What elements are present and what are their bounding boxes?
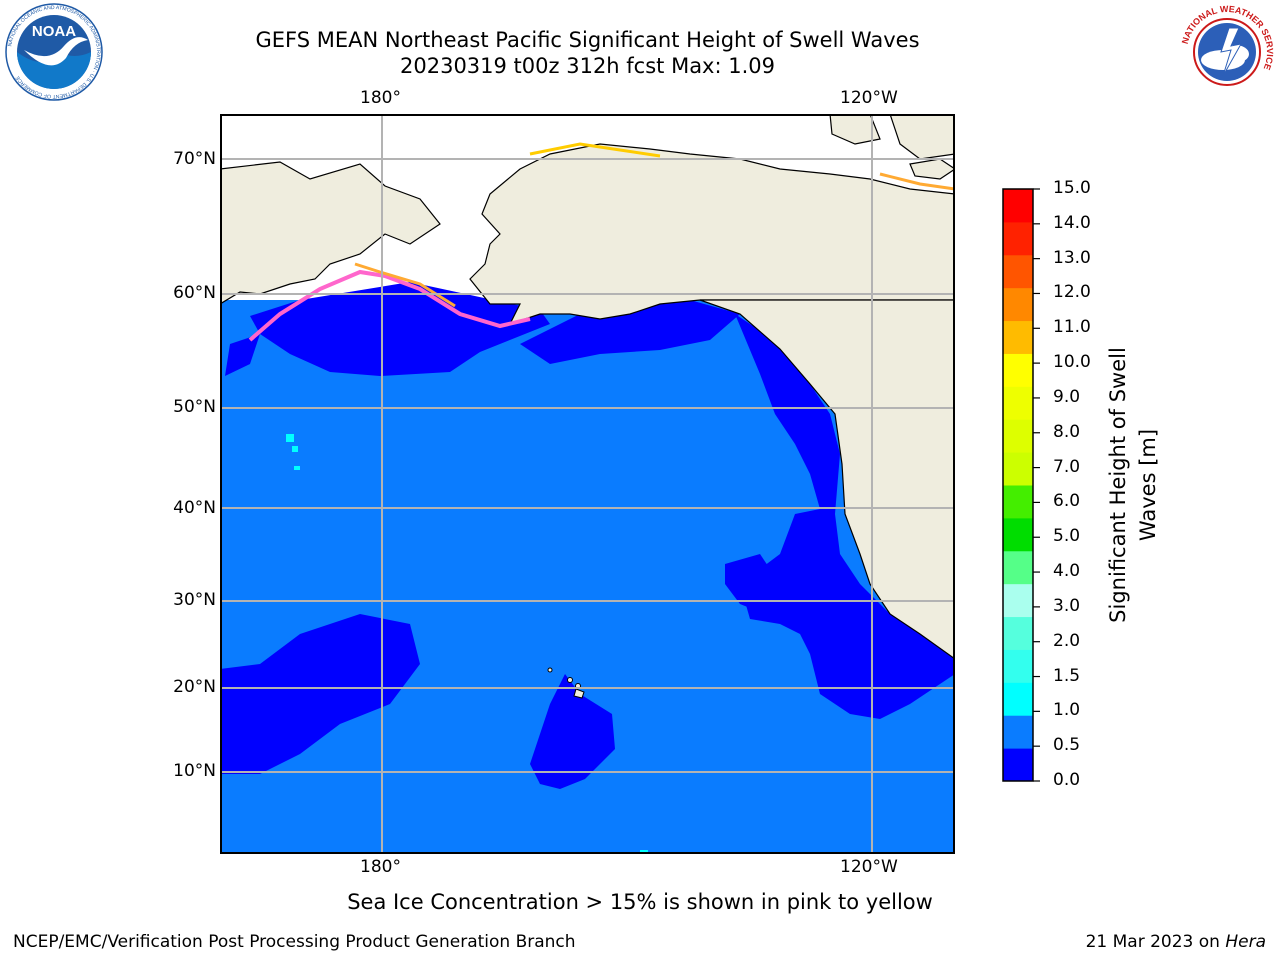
noaa-logo-text: NOAA [32,23,76,40]
lat-label-50n: 50°N [173,397,216,417]
colorbar-tick-label: 6.0 [1053,491,1081,512]
footer-machine: Hera [1225,932,1266,952]
colorbar-segment [1003,485,1033,519]
lon-label-bottom-180: 180° [360,857,401,877]
lat-label-10n: 10°N [173,761,216,781]
colorbar-frame [1002,188,1034,782]
colorbar-tick-marks [1033,188,1040,782]
chart-title: GEFS MEAN Northeast Pacific Significant … [255,28,920,52]
colorbar-segment [1003,452,1033,486]
lon-label-bottom-120w: 120°W [840,857,898,877]
colorbar-segment [1003,748,1033,782]
colorbar-tick-label: 9.0 [1053,386,1081,407]
colorbar-tick-label: 10.0 [1053,352,1091,373]
colorbar-tick-label: 11.0 [1053,317,1091,338]
map-frame [220,114,955,854]
colorbar-tick-label: 1.5 [1053,665,1081,686]
swell-height-map [220,114,955,854]
colorbar-segment [1003,254,1033,289]
colorbar-segment [1003,616,1033,650]
colorbar-segment [1003,649,1033,683]
footer-date-text: 21 Mar 2023 on [1085,932,1220,952]
graticule [220,114,955,854]
chart-subtitle: 20230319 t00z 312h fcst Max: 1.09 [400,54,775,78]
colorbar-segment [1003,386,1033,420]
colorbar-segment [1003,517,1033,552]
footer-date: 21 Mar 2023 on Hera [1086,932,1266,952]
lat-label-60n: 60°N [173,283,216,303]
lat-label-40n: 40°N [173,498,216,518]
colorbar-tick-label: 2.0 [1053,630,1081,651]
colorbar-segment [1003,583,1033,618]
colorbar-tick-label: 14.0 [1053,212,1091,233]
colorbar-tick-label: 4.0 [1053,561,1081,582]
colorbar-tick-label: 1.0 [1053,700,1081,721]
colorbar-tick-label: 0.5 [1053,735,1081,756]
colorbar-tick-label: 15.0 [1053,178,1091,198]
low-swell-regions [220,282,955,789]
colorbar-tick-label: 13.0 [1053,247,1091,268]
colorbar-tick-label: 5.0 [1053,526,1081,547]
lon-label-top-180: 180° [360,88,401,108]
lat-label-30n: 30°N [173,590,216,610]
land-areas [220,114,955,660]
colorbar-label: Significant Height of Swell Waves [m] [1100,330,1160,640]
colorbar-segment [1003,550,1033,585]
footer-credit: NCEP/EMC/Verification Post Processing Pr… [13,932,576,952]
colorbar-segment [1003,682,1033,716]
colorbar-segment [1003,287,1033,322]
sea-ice-note: Sea Ice Concentration > 15% is shown in … [347,890,933,914]
colorbar-tick-label: 0.0 [1053,770,1081,790]
colorbar-segment [1003,189,1033,223]
colorbar-segment [1003,353,1033,387]
colorbar-segments [1003,189,1033,782]
colorbar-segment [1003,320,1033,354]
colorbar-segment [1003,221,1033,256]
nws-logo: NATIONAL WEATHER SERVICE [1179,4,1275,100]
colorbar-tick-label: 7.0 [1053,456,1081,477]
colorbar-tick-label: 3.0 [1053,595,1081,616]
lat-label-70n: 70°N [173,149,216,169]
lon-label-top-120w: 120°W [840,88,898,108]
colorbar-label-text: Significant Height of Swell Waves [m] [1106,347,1160,623]
colorbar [1002,188,1040,782]
lat-label-20n: 20°N [173,677,216,697]
sea-ice-fringe [248,142,955,342]
noaa-logo: NOAA NATIONAL OCEANIC AND ATMOSPHERIC AD… [5,3,103,101]
colorbar-segment [1003,715,1033,749]
colorbar-tick-label: 12.0 [1053,282,1091,303]
colorbar-tick-label: 8.0 [1053,421,1081,442]
colorbar-segment [1003,419,1033,453]
